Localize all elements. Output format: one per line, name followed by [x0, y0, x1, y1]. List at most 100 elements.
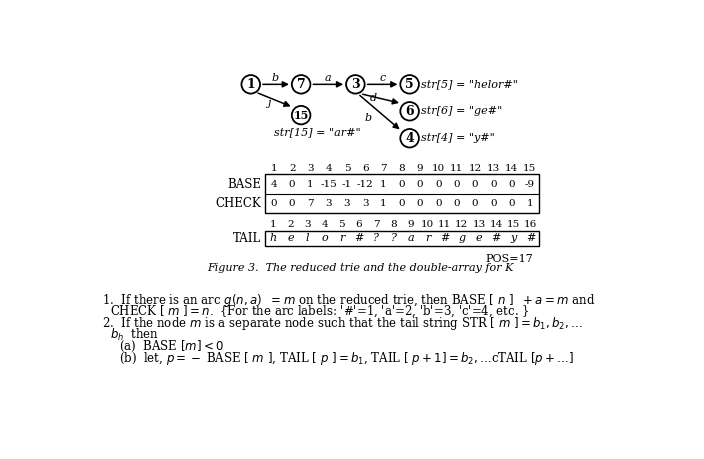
Text: 12: 12	[455, 220, 469, 229]
Text: (b)  let, $p = -$ BASE $[\ m\ ]$, TAIL $[\ p\ ]= b_1$, TAIL $[\ p+1]= b_2, \ldot: (b) let, $p = -$ BASE $[\ m\ ]$, TAIL $[…	[119, 350, 574, 367]
Text: ?: ?	[373, 233, 379, 243]
Text: r: r	[339, 233, 344, 243]
Circle shape	[346, 75, 365, 94]
Circle shape	[401, 102, 419, 121]
Text: c: c	[379, 73, 386, 83]
Text: #: #	[526, 233, 535, 243]
Bar	[265, 230, 539, 246]
Text: Figure 3.  The reduced trie and the double-array for K: Figure 3. The reduced trie and the doubl…	[208, 263, 514, 273]
Text: 0: 0	[490, 199, 496, 208]
Text: -12: -12	[357, 179, 374, 189]
Text: 15: 15	[294, 110, 309, 121]
Text: e: e	[476, 233, 482, 243]
Text: 6: 6	[356, 220, 363, 229]
Text: 1: 1	[270, 164, 277, 173]
Text: a: a	[325, 73, 332, 83]
Text: 3: 3	[344, 199, 351, 208]
Text: 0: 0	[417, 179, 424, 189]
Text: 5: 5	[406, 78, 414, 91]
Text: 6: 6	[406, 105, 414, 118]
Text: CHECK: CHECK	[216, 197, 262, 210]
Text: 3: 3	[362, 199, 369, 208]
Text: 6: 6	[362, 164, 369, 173]
Text: $b_h\ $ then: $b_h\ $ then	[110, 327, 158, 343]
Text: 1: 1	[380, 199, 387, 208]
Text: 0: 0	[435, 199, 442, 208]
Text: y: y	[510, 233, 517, 243]
Text: d: d	[370, 93, 377, 103]
Text: 1.  If there is an arc $g(n,a)\ \ =m$ on the reduced trie, then BASE $[\ n\ ]\ \: 1. If there is an arc $g(n,a)\ \ =m$ on …	[102, 292, 596, 309]
Text: str[15] = "ar#": str[15] = "ar#"	[274, 127, 360, 137]
Text: (a)  BASE $[m]< 0$: (a) BASE $[m]< 0$	[119, 338, 224, 353]
Text: g: g	[458, 233, 465, 243]
Text: r: r	[425, 233, 430, 243]
Text: b: b	[365, 113, 372, 123]
Text: 10: 10	[421, 220, 434, 229]
Text: -15: -15	[320, 179, 337, 189]
Text: 5: 5	[339, 220, 345, 229]
Text: h: h	[270, 233, 277, 243]
Text: 0: 0	[398, 199, 406, 208]
Circle shape	[401, 129, 419, 147]
Text: str[5] = "helor#": str[5] = "helor#"	[421, 79, 518, 90]
Text: 0: 0	[508, 179, 515, 189]
Text: 0: 0	[472, 179, 478, 189]
Text: 10: 10	[432, 164, 445, 173]
Text: 2: 2	[287, 220, 294, 229]
Text: 2: 2	[289, 164, 296, 173]
Text: 9: 9	[417, 164, 424, 173]
Text: 1: 1	[307, 179, 314, 189]
Text: 14: 14	[489, 220, 503, 229]
Text: 4: 4	[406, 132, 414, 145]
Text: #: #	[354, 233, 364, 243]
Text: #: #	[440, 233, 449, 243]
Text: 0: 0	[398, 179, 406, 189]
Text: b: b	[272, 73, 279, 83]
Text: 0: 0	[508, 199, 515, 208]
Text: 7: 7	[380, 164, 387, 173]
Text: 5: 5	[344, 164, 351, 173]
Text: 7: 7	[297, 78, 306, 91]
Text: 13: 13	[472, 220, 486, 229]
Text: 0: 0	[490, 179, 496, 189]
Text: #: #	[491, 233, 501, 243]
Text: 9: 9	[407, 220, 414, 229]
Text: -1: -1	[342, 179, 352, 189]
Text: BASE: BASE	[227, 178, 262, 190]
Text: str[6] = "ge#": str[6] = "ge#"	[421, 106, 503, 116]
Text: 0: 0	[289, 179, 296, 189]
Circle shape	[292, 106, 310, 124]
Text: 13: 13	[486, 164, 500, 173]
Text: CHECK $[\ m\ ]= n.$ {For the arc labels: '$\#$'=1, 'a'=2, 'b'=3, 'c'=4, etc. }: CHECK $[\ m\ ]= n.$ {For the arc labels:…	[110, 304, 529, 319]
Text: 0: 0	[289, 199, 296, 208]
Text: 4: 4	[270, 179, 277, 189]
Text: 7: 7	[373, 220, 379, 229]
Text: 1: 1	[527, 199, 533, 208]
Text: 3: 3	[351, 78, 360, 91]
Text: 1: 1	[380, 179, 387, 189]
Bar	[265, 174, 539, 213]
Text: a: a	[407, 233, 414, 243]
Text: str[4] = "y#": str[4] = "y#"	[421, 133, 495, 143]
Text: l: l	[306, 233, 309, 243]
Text: 0: 0	[435, 179, 442, 189]
Circle shape	[401, 75, 419, 94]
Text: TAIL: TAIL	[233, 232, 262, 245]
Text: ?: ?	[390, 233, 396, 243]
Text: 3: 3	[304, 220, 311, 229]
Text: 7: 7	[307, 199, 314, 208]
Text: e: e	[287, 233, 294, 243]
Text: 0: 0	[270, 199, 277, 208]
Circle shape	[241, 75, 260, 94]
Text: -9: -9	[525, 179, 535, 189]
Text: 11: 11	[438, 220, 451, 229]
Text: 15: 15	[523, 164, 536, 173]
Text: 4: 4	[322, 220, 328, 229]
Text: 8: 8	[398, 164, 406, 173]
Text: 0: 0	[417, 199, 424, 208]
Text: 1: 1	[246, 78, 255, 91]
Circle shape	[292, 75, 310, 94]
Text: 11: 11	[450, 164, 463, 173]
Text: 4: 4	[325, 164, 332, 173]
Text: 2.  If the node $m$ is a separate node such that the tail string STR $[\ m\ ] = : 2. If the node $m$ is a separate node su…	[102, 315, 583, 332]
